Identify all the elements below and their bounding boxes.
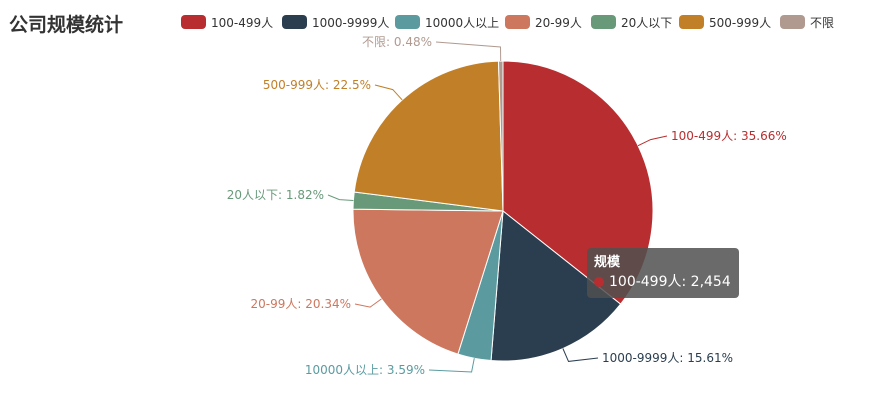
legend-item-under-20[interactable]: 20人以下: [591, 15, 672, 30]
legend-swatch: [679, 15, 704, 29]
slice-label-unlimited: 不限: 0.48%: [362, 35, 432, 49]
legend-swatch: [780, 15, 805, 29]
slice-label-10000-plus: 10000人以上: 3.59%: [305, 363, 425, 377]
legend-item-500-999[interactable]: 500-999人: [679, 15, 771, 30]
slice-label-under-20: 20人以下: 1.82%: [227, 188, 324, 202]
slice-label-100-499: 100-499人: 35.66%: [671, 129, 787, 143]
legend-swatch: [591, 15, 616, 29]
legend-item-100-499[interactable]: 100-499人: [181, 15, 273, 30]
leader-line-500-999: [374, 84, 403, 101]
legend-label: 20人以下: [621, 16, 672, 30]
leader-line-under-20: [327, 194, 354, 201]
legend-swatch: [395, 15, 420, 29]
pie-slice-unlimited[interactable]: [497, 60, 504, 212]
pie-slice-20-99[interactable]: [352, 208, 504, 355]
tooltip-value: 100-499人: 2,454: [609, 274, 731, 290]
legend-label: 500-999人: [709, 16, 771, 30]
slice-label-20-99: 20-99人: 20.34%: [251, 297, 351, 311]
slice-label-500-999: 500-999人: 22.5%: [263, 78, 371, 92]
leader-line-20-99: [354, 298, 382, 308]
leader-line-100-499: [637, 135, 668, 147]
leader-line-1000-9999: [562, 348, 599, 362]
legend-label: 不限: [810, 16, 834, 30]
tooltip: 规模 100-499人: 2,454: [587, 248, 739, 298]
legend-label: 1000-9999人: [312, 16, 389, 30]
pie-slice-1000-9999[interactable]: [490, 210, 622, 362]
legend-swatch: [282, 15, 307, 29]
leader-line-10000-plus: [428, 358, 475, 373]
tooltip-title: 规模: [594, 255, 621, 270]
legend-label: 10000人以上: [425, 16, 499, 30]
legend-swatch: [505, 15, 530, 29]
tooltip-marker: [594, 277, 604, 287]
slice-label-1000-9999: 1000-9999人: 15.61%: [602, 351, 733, 365]
legend-swatch: [181, 15, 206, 29]
tooltip-row: 100-499人: 2,454: [594, 272, 731, 292]
leader-line-unlimited: [435, 41, 502, 62]
legend-item-20-99[interactable]: 20-99人: [505, 15, 582, 30]
legend-label: 20-99人: [535, 16, 582, 30]
legend-item-10000-plus[interactable]: 10000人以上: [395, 15, 499, 30]
legend-item-unlimited[interactable]: 不限: [780, 15, 834, 30]
chart-title: 公司规模统计: [9, 14, 124, 36]
pie-slice-500-999[interactable]: [353, 60, 504, 212]
legend-label: 100-499人: [211, 16, 273, 30]
legend-item-1000-9999[interactable]: 1000-9999人: [282, 15, 389, 30]
